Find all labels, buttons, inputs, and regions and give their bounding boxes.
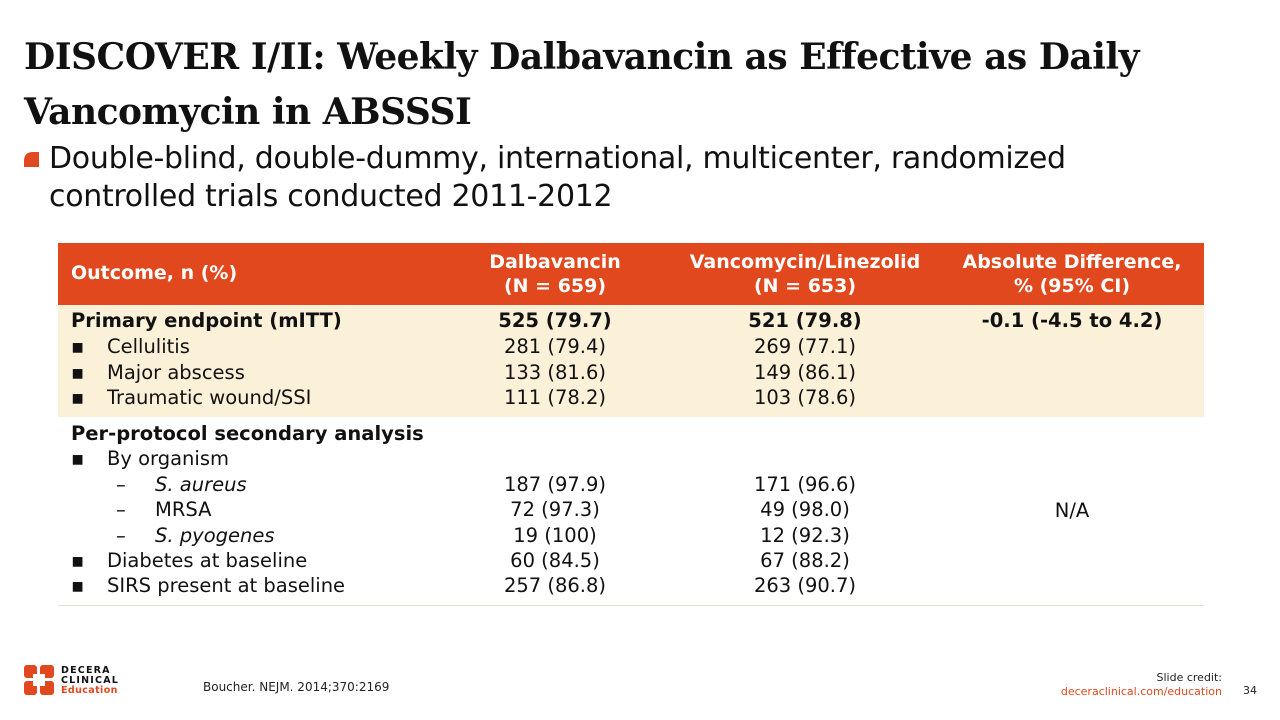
- table-row: ▪ By organism: [58, 446, 1204, 471]
- secondary-difference-value: N/A: [1054, 499, 1090, 522]
- bullet-quarter-circle-icon: [24, 152, 39, 167]
- row-label: MRSA: [155, 498, 212, 521]
- dalbavancin-value: 72 (97.3): [510, 498, 600, 521]
- row-label: Traumatic wound/SSI: [107, 386, 312, 409]
- dash-bullet-icon: –: [116, 498, 126, 521]
- dash-bullet-icon: –: [116, 524, 126, 547]
- header-vancomycin-name: Vancomycin/Linezolid: [689, 251, 921, 273]
- logo-line-decera: DECERA: [61, 665, 111, 676]
- table-row: Per-protocol secondary analysis: [58, 421, 1204, 446]
- table-row: ▪ Traumatic wound/SSI 111 (78.2) 103 (78…: [58, 385, 1204, 410]
- square-bullet-icon: ▪: [71, 549, 85, 572]
- square-bullet-icon: ▪: [71, 386, 85, 409]
- dash-bullet-icon: –: [116, 473, 126, 496]
- header-dalbavancin-name: Dalbavancin: [489, 251, 621, 273]
- table-row: ▪ Cellulitis 281 (79.4) 269 (77.1): [58, 334, 1204, 359]
- primary-difference-value: -0.1 (-4.5 to 4.2): [981, 309, 1163, 332]
- header-difference-line2: % (95% CI): [1013, 275, 1131, 297]
- vancomycin-value: 269 (77.1): [753, 335, 857, 358]
- table-row: – S. pyogenes 19 (100) 12 (92.3): [58, 523, 1204, 548]
- header-dalbavancin: Dalbavancin (N = 659): [450, 250, 660, 298]
- decera-logo-wordmark: DECERA CLINICAL Education: [61, 666, 119, 696]
- slide-credit-url[interactable]: deceraclinical.com/education: [1060, 685, 1222, 698]
- header-difference: Absolute Difference, % (95% CI): [943, 250, 1201, 298]
- results-table: Outcome, n (%) Dalbavancin (N = 659) Van…: [58, 243, 1204, 606]
- dalbavancin-value: 111 (78.2): [503, 386, 607, 409]
- table-header: Outcome, n (%) Dalbavancin (N = 659) Van…: [58, 243, 1204, 305]
- primary-endpoint-label: Primary endpoint (mITT): [71, 309, 342, 332]
- vancomycin-value: 12 (92.3): [760, 524, 850, 547]
- table-row: – MRSA 72 (97.3) 49 (98.0): [58, 497, 1204, 522]
- logo-line-clinical: CLINICAL: [61, 675, 120, 686]
- header-vancomycin: Vancomycin/Linezolid (N = 653): [678, 250, 932, 298]
- slide-credit-label: Slide credit:: [1156, 671, 1223, 684]
- square-bullet-icon: ▪: [71, 574, 85, 597]
- logo-line-education: Education: [61, 685, 118, 696]
- decera-logo: DECERA CLINICAL Education: [24, 665, 144, 697]
- square-bullet-icon: ▪: [71, 361, 85, 384]
- header-difference-line1: Absolute Difference,: [962, 251, 1182, 273]
- vancomycin-value: 49 (98.0): [760, 498, 850, 521]
- dalbavancin-value: 187 (97.9): [503, 473, 607, 496]
- vancomycin-value: 149 (86.1): [753, 361, 857, 384]
- citation: Boucher. NEJM. 2014;370:2169: [203, 680, 390, 694]
- dalbavancin-value: 60 (84.5): [510, 549, 600, 572]
- secondary-analysis-section: Per-protocol secondary analysis ▪ By org…: [58, 417, 1204, 606]
- table-row: ▪ Major abscess 133 (81.6) 149 (86.1): [58, 360, 1204, 385]
- primary-vancomycin-value: 521 (79.8): [748, 309, 862, 332]
- row-label: By organism: [107, 447, 229, 470]
- header-outcome: Outcome, n (%): [71, 262, 238, 284]
- slide-title: DISCOVER I/II: Weekly Dalbavancin as Eff…: [24, 36, 1140, 133]
- row-label: Diabetes at baseline: [107, 549, 308, 572]
- slide-credit: Slide credit: deceraclinical.com/educati…: [1061, 671, 1222, 699]
- row-label: S. aureus: [155, 473, 247, 496]
- row-label: S. pyogenes: [155, 524, 275, 547]
- table-row: Primary endpoint (mITT) 525 (79.7) 521 (…: [58, 308, 1204, 333]
- header-vancomycin-n: (N = 653): [753, 275, 857, 297]
- row-label: SIRS present at baseline: [107, 574, 346, 597]
- row-label: Major abscess: [107, 361, 245, 384]
- square-bullet-icon: ▪: [71, 335, 85, 358]
- primary-endpoint-section: Primary endpoint (mITT) 525 (79.7) 521 (…: [58, 305, 1204, 417]
- vancomycin-value: 171 (96.6): [753, 473, 857, 496]
- secondary-analysis-label: Per-protocol secondary analysis: [71, 422, 424, 445]
- table-row: ▪ Diabetes at baseline 60 (84.5) 67 (88.…: [58, 548, 1204, 573]
- row-label: Cellulitis: [107, 335, 190, 358]
- header-dalbavancin-n: (N = 659): [503, 275, 607, 297]
- vancomycin-value: 67 (88.2): [760, 549, 850, 572]
- vancomycin-value: 103 (78.6): [753, 386, 857, 409]
- dalbavancin-value: 257 (86.8): [503, 574, 607, 597]
- vancomycin-value: 263 (90.7): [753, 574, 857, 597]
- square-bullet-icon: ▪: [71, 447, 85, 470]
- decera-logo-icon: [24, 665, 54, 695]
- dalbavancin-value: 133 (81.6): [503, 361, 607, 384]
- table-row: ▪ SIRS present at baseline 257 (86.8) 26…: [58, 573, 1204, 598]
- dalbavancin-value: 19 (100): [513, 524, 597, 547]
- dalbavancin-value: 281 (79.4): [503, 335, 607, 358]
- primary-dalbavancin-value: 525 (79.7): [498, 309, 612, 332]
- page-number: 34: [1243, 684, 1257, 697]
- table-row: – S. aureus 187 (97.9) 171 (96.6): [58, 472, 1204, 497]
- bullet-text: Double-blind, double-dummy, internationa…: [49, 141, 1066, 214]
